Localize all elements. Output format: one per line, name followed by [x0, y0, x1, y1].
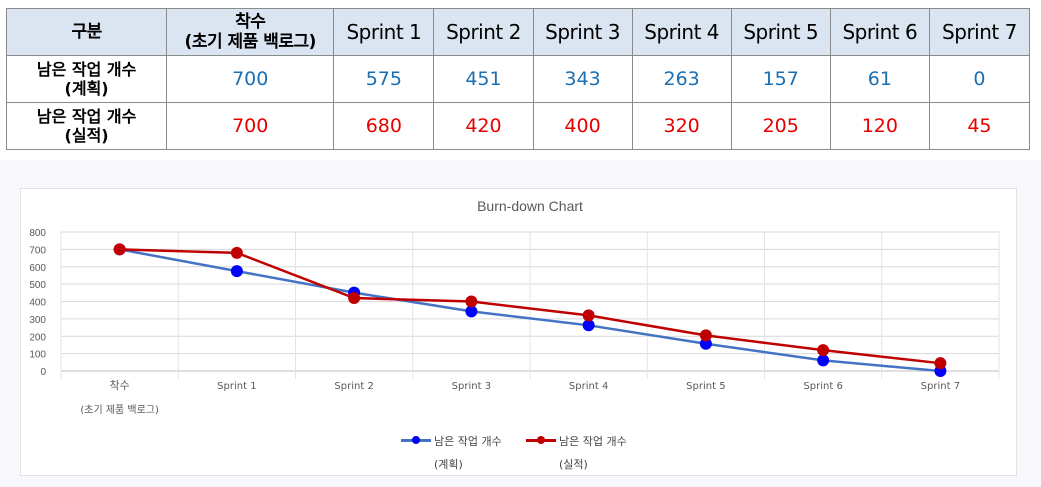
- row-label-line1: 남은 작업 개수: [36, 107, 137, 126]
- header-cell-category: 구분: [5, 8, 168, 56]
- header-start-line1: 착수: [235, 12, 266, 32]
- table-cell: 451: [433, 55, 534, 103]
- y-tick-label: 800: [29, 228, 46, 239]
- table-cell: 420: [433, 102, 534, 150]
- table-cell: 343: [532, 55, 633, 103]
- row-label-plan: 남은 작업 개수 (계획): [5, 55, 168, 103]
- data-point: [817, 354, 830, 367]
- data-point: [817, 344, 830, 357]
- chart-panel: Burn-down Chart 0 100 200 300 400 500 600 700 800…: [20, 188, 1017, 476]
- x-tick-label: Sprint 7: [921, 381, 960, 392]
- table-cell: 45: [928, 102, 1031, 150]
- chart-legend: 남은 작업 개수 (계획) 남은 작업 개수 (실적): [401, 432, 681, 472]
- legend-dot-icon: [412, 436, 420, 444]
- data-point: [934, 357, 947, 370]
- header-start-line2: (초기 제품 백로그): [184, 32, 317, 52]
- data-point: [230, 265, 243, 278]
- header-cell-sprint: Sprint 5: [730, 8, 831, 56]
- table-cell: 680: [333, 102, 435, 150]
- header-cell-sprint: Sprint 7: [928, 8, 1031, 56]
- header-cell-sprint: Sprint 6: [829, 8, 930, 56]
- table-header-row: 구분 착수 (초기 제품 백로그) Sprint 1 Sprint 2 Spri…: [5, 8, 1031, 56]
- y-tick-label: 500: [29, 280, 46, 291]
- table-cell: 205: [730, 102, 831, 150]
- legend-item-actual: 남은 작업 개수 (실적): [526, 432, 666, 472]
- data-point: [582, 319, 595, 332]
- table-cell: 320: [631, 102, 732, 150]
- header-cell-start: 착수 (초기 제품 백로그): [166, 8, 335, 56]
- y-tick-label: 300: [29, 315, 46, 326]
- x-tick-label: 착수: [110, 379, 130, 392]
- x-tick-label: Sprint 2: [334, 381, 373, 392]
- header-cell-sprint: Sprint 2: [433, 8, 534, 56]
- burndown-table: 구분 착수 (초기 제품 백로그) Sprint 1 Sprint 2 Spri…: [5, 8, 1031, 150]
- x-tick-label: Sprint 6: [803, 381, 842, 392]
- header-cell-sprint: Sprint 1: [333, 8, 435, 56]
- table-row-plan: 남은 작업 개수 (계획) 700 575 451 343 263 157 61…: [5, 55, 1031, 103]
- burndown-chart: Burn-down Chart 0 100 200 300 400 500 600 700 800…: [29, 198, 1000, 416]
- data-point: [699, 337, 712, 350]
- legend-item-plan: 남은 작업 개수 (계획): [401, 432, 541, 472]
- table-cell: 0: [928, 55, 1031, 103]
- row-label-line2: (계획): [64, 79, 109, 98]
- data-point: [582, 309, 595, 322]
- chart-title: Burn-down Chart: [477, 198, 583, 214]
- legend-dot-icon: [537, 436, 545, 444]
- y-tick-label: 400: [29, 298, 46, 309]
- y-tick-label: 0: [40, 367, 46, 378]
- data-point: [465, 295, 478, 308]
- x-tick-label: Sprint 5: [686, 381, 725, 392]
- legend-label-line1: 남은 작업 개수: [559, 435, 627, 448]
- data-point: [230, 246, 243, 259]
- x-tick-label: Sprint 3: [452, 381, 491, 392]
- x-tick-label: Sprint 1: [217, 381, 256, 392]
- header-cell-sprint: Sprint 4: [631, 8, 732, 56]
- table-row-actual: 남은 작업 개수 (실적) 700 680 420 400 320 205 12…: [5, 102, 1031, 150]
- row-label-line1: 남은 작업 개수: [36, 60, 137, 79]
- data-point: [465, 305, 478, 318]
- series-line: [119, 248, 941, 365]
- series-line: [119, 248, 941, 373]
- table-cell: 400: [532, 102, 633, 150]
- y-tick-label: 600: [29, 263, 46, 274]
- legend-label-line2: (계획): [434, 458, 463, 471]
- y-tick-label: 700: [29, 245, 46, 256]
- y-tick-label: 200: [29, 332, 46, 343]
- row-label-actual: 남은 작업 개수 (실적): [5, 102, 168, 150]
- table-cell: 575: [333, 55, 435, 103]
- data-point: [113, 243, 126, 256]
- legend-label-line2: (실적): [559, 458, 588, 471]
- table-cell: 120: [829, 102, 930, 150]
- table-cell: 700: [166, 55, 335, 103]
- table-cell: 700: [166, 102, 335, 150]
- x-tick-label: Sprint 4: [569, 381, 608, 392]
- table-cell: 263: [631, 55, 732, 103]
- x-tick-label: (초기 제품 백로그): [80, 404, 159, 416]
- data-point: [348, 292, 361, 305]
- table-cell: 157: [730, 55, 831, 103]
- header-cell-sprint: Sprint 3: [532, 8, 633, 56]
- table-cell: 61: [829, 55, 930, 103]
- legend-label-line1: 남은 작업 개수: [434, 435, 502, 448]
- row-label-line2: (실적): [64, 126, 109, 145]
- data-point: [699, 329, 712, 342]
- y-tick-label: 100: [29, 350, 46, 361]
